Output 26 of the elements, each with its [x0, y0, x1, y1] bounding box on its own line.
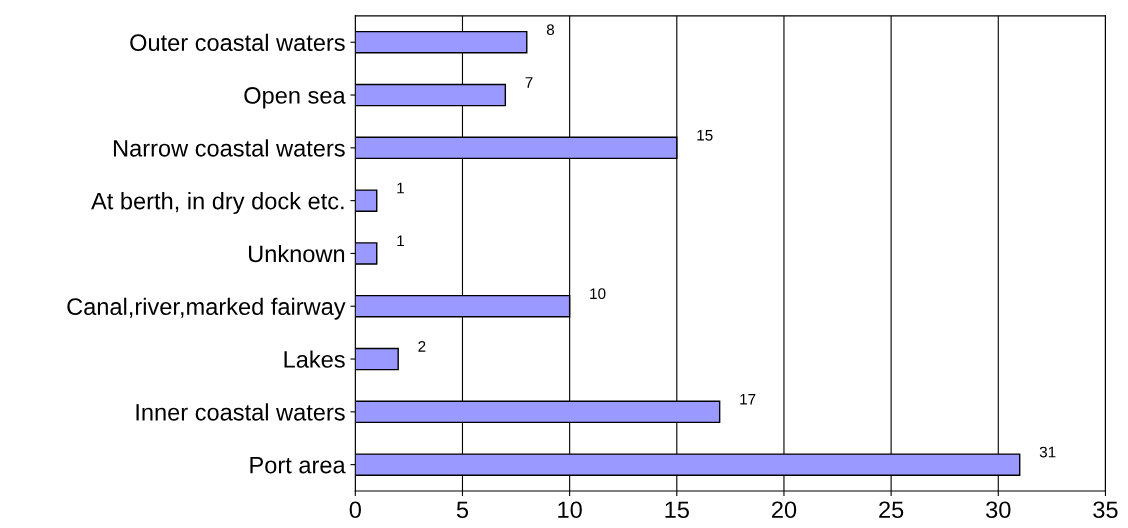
data-label: 1 [397, 235, 404, 247]
y-tick-label: Narrow coastal waters [113, 139, 345, 157]
data-label: 17 [740, 393, 756, 405]
x-tick-label: 30 [986, 501, 1011, 519]
y-tick-label: Unknown [248, 244, 345, 263]
x-tick-label: 10 [558, 501, 582, 519]
x-tick-label: 25 [879, 501, 904, 519]
x-tick-label: 0 [349, 501, 361, 519]
y-tick-label: Port area [250, 456, 346, 474]
data-label: 7 [525, 77, 533, 88]
y-tick-label: Inner coastal waters [136, 403, 345, 421]
data-label: 1 [397, 182, 404, 194]
x-tick-label: 35 [1093, 501, 1118, 519]
data-label: 15 [697, 129, 713, 141]
x-tick-label: 15 [665, 501, 689, 519]
x-tick-label: 5 [456, 501, 469, 519]
x-tick-label: 20 [772, 501, 797, 519]
data-label: 10 [590, 288, 606, 300]
y-tick-label: Canal,river,marked fairway [67, 297, 346, 320]
data-label: 2 [418, 341, 426, 352]
y-tick-label: Open sea [244, 87, 346, 109]
data-label: 31 [1039, 446, 1056, 458]
y-tick-label: At berth, in dry dock etc. [91, 192, 344, 215]
data-label: 8 [546, 24, 555, 36]
y-tick-label: Outer coastal waters [130, 33, 345, 52]
y-tick-label: Lakes [284, 350, 345, 368]
